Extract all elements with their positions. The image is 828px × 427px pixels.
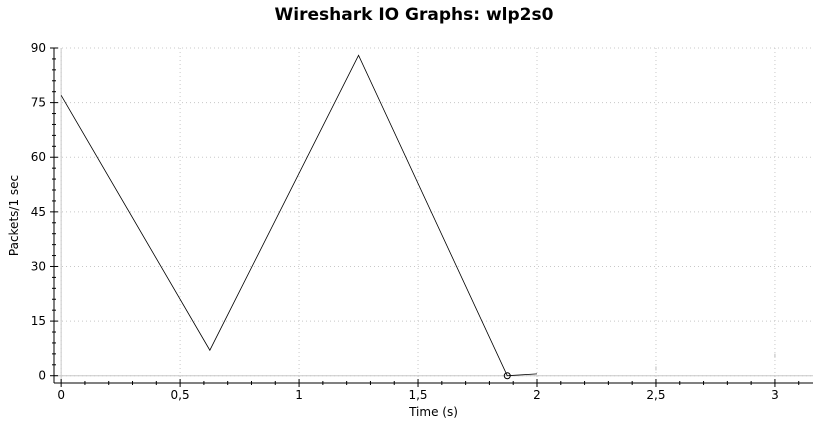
y-tick-label: 15 xyxy=(31,314,46,328)
x-tick-label: 2 xyxy=(533,388,541,402)
y-axis-label: Packets/1 sec xyxy=(7,175,21,256)
chart-title: Wireshark IO Graphs: wlp2s0 xyxy=(274,5,554,25)
y-tick-label: 0 xyxy=(38,369,46,383)
y-tick-label: 30 xyxy=(31,259,46,273)
x-tick-label: 1 xyxy=(295,388,303,402)
x-tick-label: 2,5 xyxy=(646,388,665,402)
x-tick-label: 0 xyxy=(57,388,65,402)
series-line xyxy=(60,54,538,377)
grid xyxy=(54,47,813,383)
y-tick-label: 60 xyxy=(31,150,46,164)
x-tick-label: 3 xyxy=(771,388,779,402)
x-axis-label: Time (s) xyxy=(408,405,458,419)
selected-point-marker xyxy=(503,372,511,380)
y-tick-label: 45 xyxy=(31,205,46,219)
series-layer xyxy=(60,54,776,380)
x-tick-label: 1,5 xyxy=(408,388,427,402)
y-tick-label: 75 xyxy=(31,96,46,110)
y-tick-label: 90 xyxy=(31,41,46,55)
x-tick-label: 0,5 xyxy=(171,388,190,402)
axes xyxy=(53,48,813,384)
ticks: 0 15 30 45 60 75 90 0 0,5 1 1,5 2 2,5 3 xyxy=(31,41,800,402)
